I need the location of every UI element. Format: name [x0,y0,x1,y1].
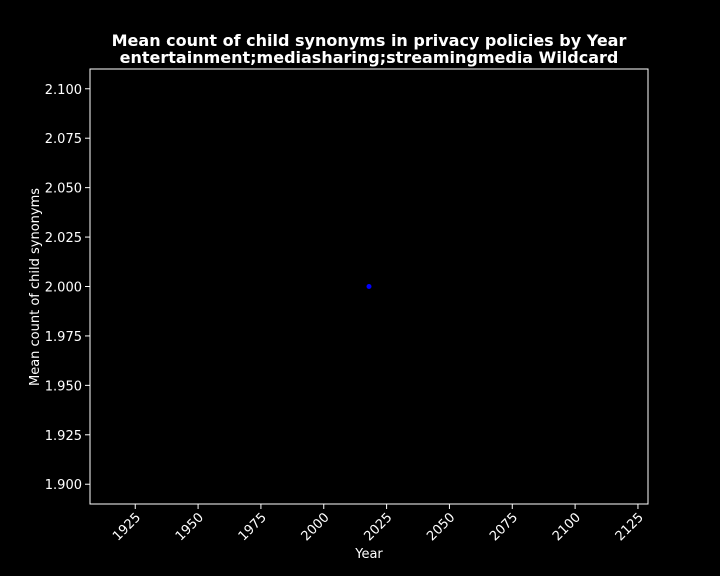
y-tick-label: 2.050 [45,182,82,197]
x-tick-label: 2050 [424,510,458,544]
chart-title-line-1: Mean count of child synonyms in privacy … [112,31,627,50]
x-tick-label: 2000 [299,510,333,544]
chart-title-line-2: entertainment;mediasharing;streamingmedi… [120,48,619,67]
y-tick-label: 2.000 [45,281,82,296]
y-axis: 1.900 1.925 1.950 1.975 2.000 2.025 2.050 2.075… [45,83,90,493]
data-point [366,284,372,289]
y-tick-label: 1.950 [45,379,82,394]
data-points [366,284,372,289]
x-tick-label: 2125 [613,510,647,544]
y-tick-label: 2.075 [45,132,82,147]
x-tick-label: 2075 [487,510,521,544]
y-tick-label: 2.025 [45,231,82,246]
y-tick-label: 2.100 [45,83,82,98]
x-axis: 1925 1950 1975 2000 2025 2050 2075 2100 2125 [110,504,647,544]
x-tick-label: 1975 [236,510,270,544]
x-tick-label: 2025 [361,510,395,544]
x-axis-label: Year [354,547,383,562]
y-axis-label: Mean count of child synonyms [28,188,43,386]
x-tick-label: 1950 [173,510,207,544]
y-tick-label: 1.925 [45,429,82,444]
x-tick-label: 2100 [550,510,584,544]
y-tick-label: 1.975 [45,330,82,345]
y-tick-label: 1.900 [45,478,82,493]
x-tick-label: 1925 [110,510,144,544]
